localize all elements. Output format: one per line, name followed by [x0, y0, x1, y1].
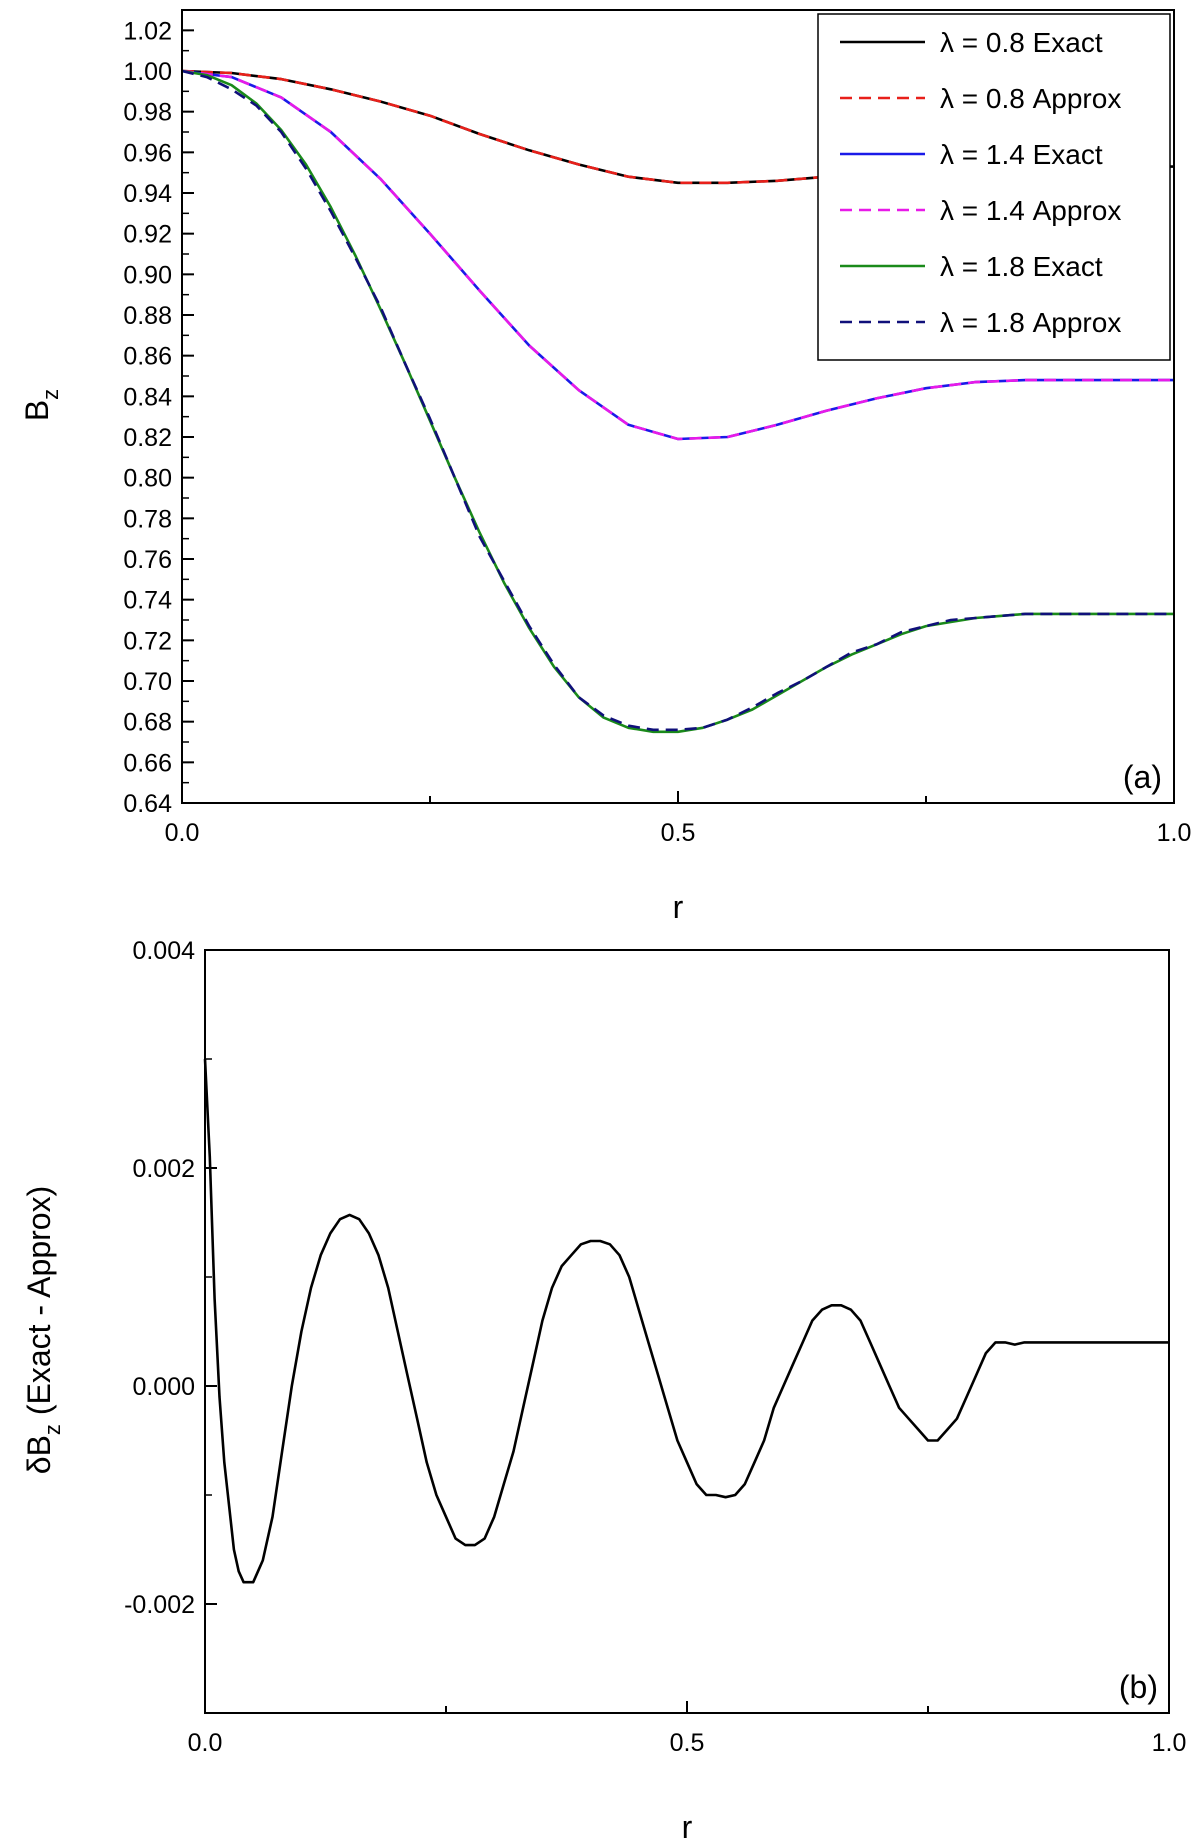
legend-label-3: λ = 1.4 Exact: [940, 139, 1103, 170]
y-tick-label: 0.76: [123, 546, 172, 574]
panel-b-y-axis-label: δBz (Exact - Approx): [21, 1186, 65, 1474]
y-tick-label: 0.78: [123, 505, 172, 533]
legend-box: [817, 13, 1171, 361]
panel-a-y-axis-label-sub: z: [38, 389, 63, 400]
panel-a: 0.0 0.5 1.0 1.02 1.00 0.98 0.96 0.94 0.92 0.90 0.8…: [19, 9, 1192, 925]
x-tick-label: 0.0: [165, 819, 200, 847]
y-tick-label: 0.84: [123, 383, 172, 411]
x-tick-label: 1.0: [1157, 819, 1192, 847]
panel-b-ticks: 0.0 0.5 1.0 0.004 0.002 0.000 -0.002: [124, 937, 1186, 1757]
panel-b-tag: (b): [1119, 1669, 1158, 1705]
y-tick-label: 0.74: [123, 587, 172, 615]
y-tick-label: 0.68: [123, 709, 172, 737]
y-tick-label: 0.72: [123, 627, 172, 655]
panel-b-frame: [204, 949, 1170, 1714]
y-tick-label: 0.90: [123, 261, 172, 289]
y-tick-label: -0.002: [124, 1591, 195, 1619]
y-tick-label: 1.00: [123, 58, 172, 86]
legend-label-4: λ = 1.4 Approx: [940, 195, 1121, 226]
panel-b-y-axis-label-sub: z: [40, 1424, 65, 1435]
x-tick-label: 0.5: [670, 1729, 705, 1757]
panel-a-frame: [181, 9, 1175, 804]
panel-b-y-axis-label-rest: (Exact - Approx): [21, 1186, 57, 1424]
panel-b-series: [203, 1058, 1169, 1584]
y-tick-label: 0.82: [123, 424, 172, 452]
legend-label-1: λ = 0.8 Exact: [940, 27, 1103, 58]
panel-a-x-axis-label: r: [673, 889, 684, 925]
series-line-6: [181, 69, 1174, 732]
panel-a-ticks: 0.0 0.5 1.0 1.02 1.00 0.98 0.96 0.94 0.92 0.90 0.8…: [123, 9, 1192, 847]
x-tick-label: 1.0: [1152, 1729, 1187, 1757]
y-tick-label: 0.80: [123, 465, 172, 493]
panel-a-legend: λ = 0.8 Exact λ = 0.8 Approx λ = 1.4 Exact…: [817, 13, 1171, 361]
y-tick-label: 0.002: [132, 1155, 195, 1183]
x-tick-label: 0.0: [188, 1729, 223, 1757]
y-tick-label: 1.02: [123, 17, 172, 45]
panel-b-x-axis-label: r: [682, 1809, 693, 1845]
y-tick-label: 0.98: [123, 99, 172, 127]
series-line-1: [203, 1058, 1169, 1584]
legend-label-5: λ = 1.8 Exact: [940, 251, 1103, 282]
legend-label-6: λ = 1.8 Approx: [940, 307, 1121, 338]
y-tick-label: 0.66: [123, 749, 172, 777]
y-tick-label: 0.88: [123, 302, 172, 330]
y-tick-label: 0.94: [123, 180, 172, 208]
y-tick-label: 0.96: [123, 139, 172, 167]
y-tick-label: 0.86: [123, 343, 172, 371]
legend-items: λ = 0.8 Exact λ = 0.8 Approx λ = 1.4 Exact…: [840, 27, 1121, 338]
y-tick-label: 0.000: [132, 1373, 195, 1401]
panel-a-tag: (a): [1123, 759, 1162, 795]
legend-label-2: λ = 0.8 Approx: [940, 83, 1121, 114]
y-tick-label: 0.004: [132, 937, 195, 965]
y-tick-label: 0.70: [123, 668, 172, 696]
panel-a-y-axis-label-main: B: [19, 400, 55, 421]
y-tick-label: 0.64: [123, 790, 172, 818]
panel-b: 0.0 0.5 1.0 0.004 0.002 0.000 -0.002 (b) r δBz…: [21, 937, 1186, 1845]
x-tick-label: 0.5: [661, 819, 696, 847]
panel-b-y-axis-label-delta: δ: [21, 1456, 57, 1474]
series-line-4: [181, 69, 1174, 441]
panel-b-y-axis-label-main: B: [21, 1435, 57, 1456]
panel-a-y-axis-label: Bz: [19, 389, 63, 421]
y-tick-label: 0.92: [123, 221, 172, 249]
